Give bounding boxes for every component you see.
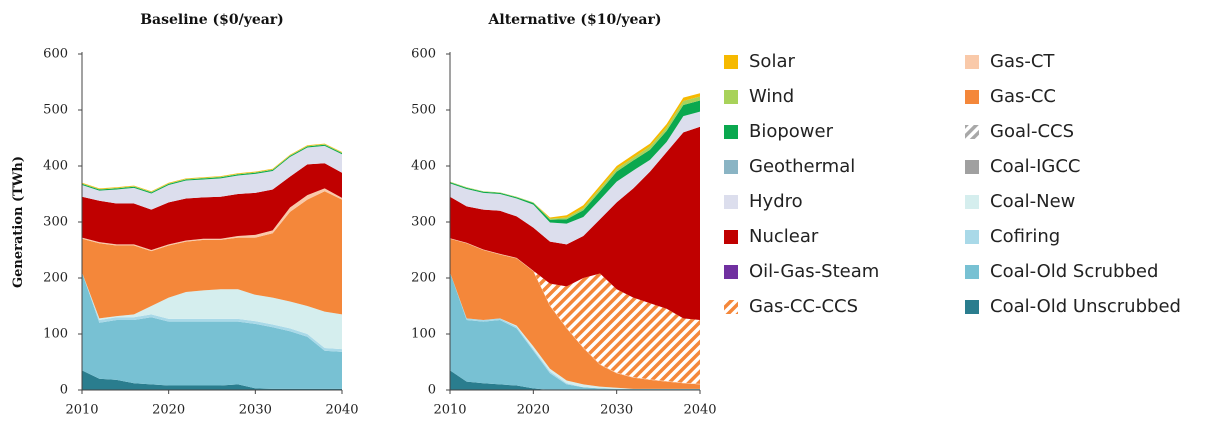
x-tick-label: 2040 bbox=[325, 403, 358, 418]
area bbox=[82, 272, 342, 350]
legend-label: Coal-Old Unscrubbed bbox=[990, 296, 1181, 317]
legend-label: Coal-IGCC bbox=[990, 156, 1081, 177]
area: Hydro bbox=[450, 111, 700, 245]
legend-swatch bbox=[724, 265, 738, 279]
y-tick-label: 400 bbox=[43, 159, 68, 174]
y-tick-label: 400 bbox=[411, 159, 436, 174]
legend-label: Hydro bbox=[749, 191, 803, 212]
legend-label: Geothermal bbox=[749, 156, 855, 177]
chart-title: Baseline ($0/year) bbox=[140, 12, 284, 28]
y-axis-label: Generation (TWh) bbox=[11, 156, 26, 288]
area: Gas-CC bbox=[450, 238, 700, 389]
area bbox=[82, 145, 342, 210]
legend-label: Wind bbox=[749, 86, 794, 107]
y-tick-label: 200 bbox=[411, 271, 436, 286]
legend-swatch bbox=[965, 265, 979, 279]
legend-label: Nuclear bbox=[749, 226, 819, 247]
legend-swatch bbox=[965, 160, 979, 174]
area: Coal-Old Unscrubbed bbox=[450, 370, 700, 390]
legend-label: Coal-New bbox=[990, 191, 1075, 212]
y-tick-label: 600 bbox=[411, 47, 436, 62]
legend-label: Gas-CC bbox=[990, 86, 1056, 107]
area bbox=[82, 272, 342, 389]
legend-swatch bbox=[965, 55, 979, 69]
y-tick-label: 0 bbox=[60, 383, 68, 398]
x-tick-label: 2030 bbox=[239, 403, 272, 418]
legend-label: Biopower bbox=[749, 121, 834, 142]
y-tick-label: 300 bbox=[43, 215, 68, 230]
x-tick-label: 2020 bbox=[517, 403, 550, 418]
legend-swatch bbox=[965, 230, 979, 244]
area: Coal-Old Scrubbed bbox=[450, 272, 700, 390]
y-tick-label: 200 bbox=[43, 271, 68, 286]
legend-swatch bbox=[965, 125, 979, 139]
y-tick-label: 100 bbox=[411, 327, 436, 342]
chart-title: Alternative ($10/year) bbox=[488, 12, 662, 28]
area: Nuclear bbox=[450, 126, 700, 320]
legend-label: Coal-Old Scrubbed bbox=[990, 261, 1158, 282]
legend-swatch bbox=[965, 90, 979, 104]
area bbox=[82, 188, 342, 252]
legend-swatch bbox=[724, 160, 738, 174]
legend-swatch bbox=[724, 90, 738, 104]
y-tick-label: 600 bbox=[43, 47, 68, 62]
y-tick-label: 0 bbox=[428, 383, 436, 398]
area: Gas-CC-CCS bbox=[450, 238, 700, 384]
legend-swatch bbox=[724, 125, 738, 139]
x-tick-label: 2040 bbox=[683, 403, 716, 418]
legend-swatch bbox=[724, 195, 738, 209]
legend-swatch bbox=[724, 300, 738, 314]
legend-label: Gas-CC-CCS bbox=[749, 296, 858, 317]
legend-label: Goal-CCS bbox=[990, 121, 1074, 142]
area bbox=[82, 370, 342, 390]
legend-swatch bbox=[965, 300, 979, 314]
legend-label: Cofiring bbox=[990, 226, 1060, 247]
y-tick-label: 300 bbox=[411, 215, 436, 230]
x-tick-label: 2010 bbox=[433, 403, 466, 418]
legend-label: Oil-Gas-Steam bbox=[749, 261, 879, 282]
x-tick-label: 2010 bbox=[65, 403, 98, 418]
y-tick-label: 100 bbox=[43, 327, 68, 342]
legend-label: Solar bbox=[749, 51, 795, 72]
legend-swatch bbox=[965, 195, 979, 209]
y-tick-label: 500 bbox=[411, 103, 436, 118]
y-tick-label: 500 bbox=[43, 103, 68, 118]
area bbox=[82, 191, 342, 319]
area bbox=[82, 163, 342, 250]
x-tick-label: 2030 bbox=[600, 403, 633, 418]
legend-swatch bbox=[724, 230, 738, 244]
legend-swatch bbox=[724, 55, 738, 69]
x-tick-label: 2020 bbox=[152, 403, 185, 418]
legend-label: Gas-CT bbox=[990, 51, 1055, 72]
